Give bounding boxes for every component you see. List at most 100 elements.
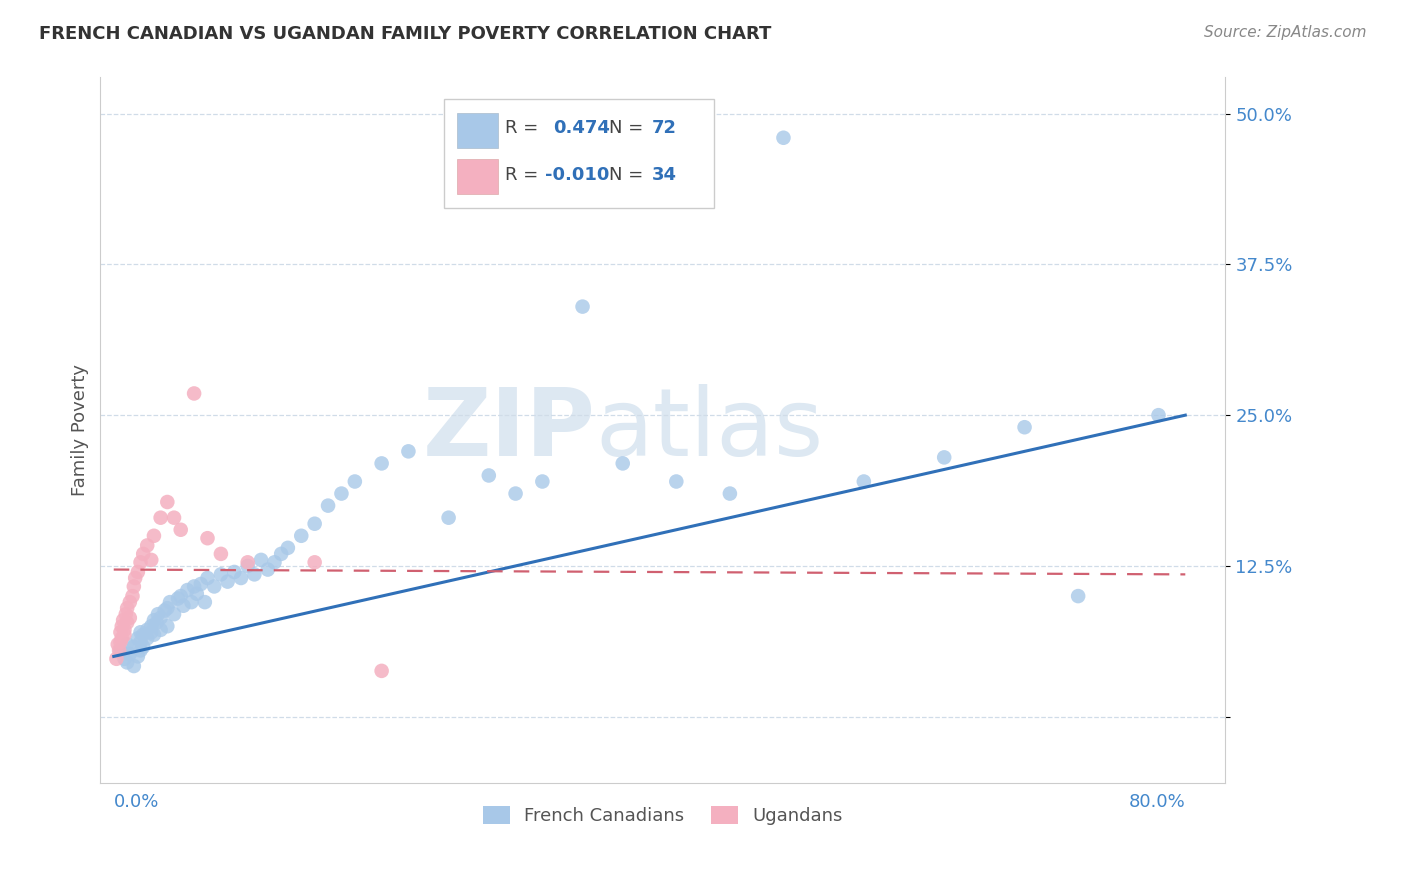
Point bbox=[217, 574, 239, 589]
Point bbox=[129, 625, 152, 640]
Point bbox=[142, 628, 165, 642]
Point bbox=[304, 555, 326, 569]
Point bbox=[170, 589, 193, 603]
Point bbox=[149, 623, 172, 637]
Point bbox=[852, 475, 875, 489]
Point bbox=[197, 531, 219, 545]
Point bbox=[197, 571, 219, 585]
Point bbox=[571, 300, 593, 314]
Point bbox=[343, 475, 366, 489]
Point bbox=[127, 565, 149, 579]
Point bbox=[290, 529, 312, 543]
Point bbox=[110, 625, 132, 640]
Point bbox=[186, 587, 208, 601]
Legend: French Canadians, Ugandans: French Canadians, Ugandans bbox=[474, 797, 852, 834]
Point bbox=[263, 555, 285, 569]
Point bbox=[270, 547, 292, 561]
Text: R =: R = bbox=[505, 120, 544, 137]
Bar bbox=[457, 112, 498, 148]
Point bbox=[209, 567, 232, 582]
Point bbox=[129, 635, 152, 649]
Text: 72: 72 bbox=[651, 120, 676, 137]
Point bbox=[122, 640, 145, 654]
Point bbox=[250, 553, 273, 567]
Point bbox=[396, 444, 419, 458]
Point bbox=[149, 510, 172, 524]
Point bbox=[114, 628, 136, 642]
Point bbox=[304, 516, 326, 531]
Point bbox=[665, 475, 688, 489]
Point bbox=[153, 603, 176, 617]
Point bbox=[183, 386, 205, 401]
Point bbox=[236, 555, 259, 569]
Text: Source: ZipAtlas.com: Source: ZipAtlas.com bbox=[1204, 25, 1367, 40]
Point bbox=[612, 457, 634, 471]
Point bbox=[146, 607, 169, 622]
Point bbox=[1014, 420, 1036, 434]
Point bbox=[132, 628, 155, 642]
Point bbox=[224, 565, 246, 579]
Point bbox=[202, 579, 225, 593]
Point bbox=[180, 595, 202, 609]
Point bbox=[142, 529, 165, 543]
Point bbox=[118, 647, 141, 661]
Bar bbox=[457, 159, 498, 194]
Point bbox=[316, 499, 339, 513]
Point bbox=[115, 656, 138, 670]
Point bbox=[105, 652, 128, 666]
Y-axis label: Family Poverty: Family Poverty bbox=[72, 364, 89, 496]
Point bbox=[122, 579, 145, 593]
Point bbox=[108, 643, 131, 657]
Text: -0.010: -0.010 bbox=[544, 166, 609, 184]
Point bbox=[121, 589, 143, 603]
Point bbox=[136, 623, 159, 637]
Point bbox=[118, 611, 141, 625]
Point bbox=[111, 632, 134, 646]
Point bbox=[129, 555, 152, 569]
Point bbox=[118, 595, 141, 609]
Point bbox=[718, 486, 741, 500]
Point bbox=[127, 649, 149, 664]
Point bbox=[167, 591, 190, 606]
Point bbox=[136, 632, 159, 646]
Point bbox=[209, 547, 232, 561]
Point bbox=[934, 450, 956, 465]
Text: 0.474: 0.474 bbox=[553, 120, 610, 137]
Point bbox=[478, 468, 501, 483]
Point bbox=[170, 523, 193, 537]
Text: R =: R = bbox=[505, 166, 544, 184]
Point bbox=[115, 601, 138, 615]
Point bbox=[190, 577, 212, 591]
Point bbox=[156, 601, 179, 615]
Text: N =: N = bbox=[609, 166, 650, 184]
Point bbox=[236, 558, 259, 573]
Point bbox=[163, 510, 186, 524]
Text: FRENCH CANADIAN VS UGANDAN FAMILY POVERTY CORRELATION CHART: FRENCH CANADIAN VS UGANDAN FAMILY POVERT… bbox=[39, 25, 772, 43]
Point bbox=[194, 595, 217, 609]
Point bbox=[114, 652, 136, 666]
Point bbox=[505, 486, 527, 500]
Text: 80.0%: 80.0% bbox=[1129, 793, 1185, 811]
Point bbox=[370, 664, 392, 678]
Point bbox=[256, 563, 278, 577]
Point bbox=[127, 632, 149, 646]
Point bbox=[163, 607, 186, 622]
Text: 0.0%: 0.0% bbox=[114, 793, 159, 811]
Point bbox=[172, 599, 194, 613]
Point bbox=[114, 607, 136, 622]
Point bbox=[141, 553, 163, 567]
Point bbox=[141, 619, 163, 633]
Point bbox=[243, 567, 266, 582]
Point bbox=[132, 547, 155, 561]
FancyBboxPatch shape bbox=[443, 99, 714, 208]
Point bbox=[156, 495, 179, 509]
Point bbox=[370, 457, 392, 471]
Text: 34: 34 bbox=[651, 166, 676, 184]
Point bbox=[129, 643, 152, 657]
Point bbox=[1067, 589, 1090, 603]
Point bbox=[330, 486, 353, 500]
Point bbox=[110, 643, 132, 657]
Point bbox=[124, 571, 146, 585]
Point bbox=[141, 625, 163, 640]
Point bbox=[159, 595, 181, 609]
